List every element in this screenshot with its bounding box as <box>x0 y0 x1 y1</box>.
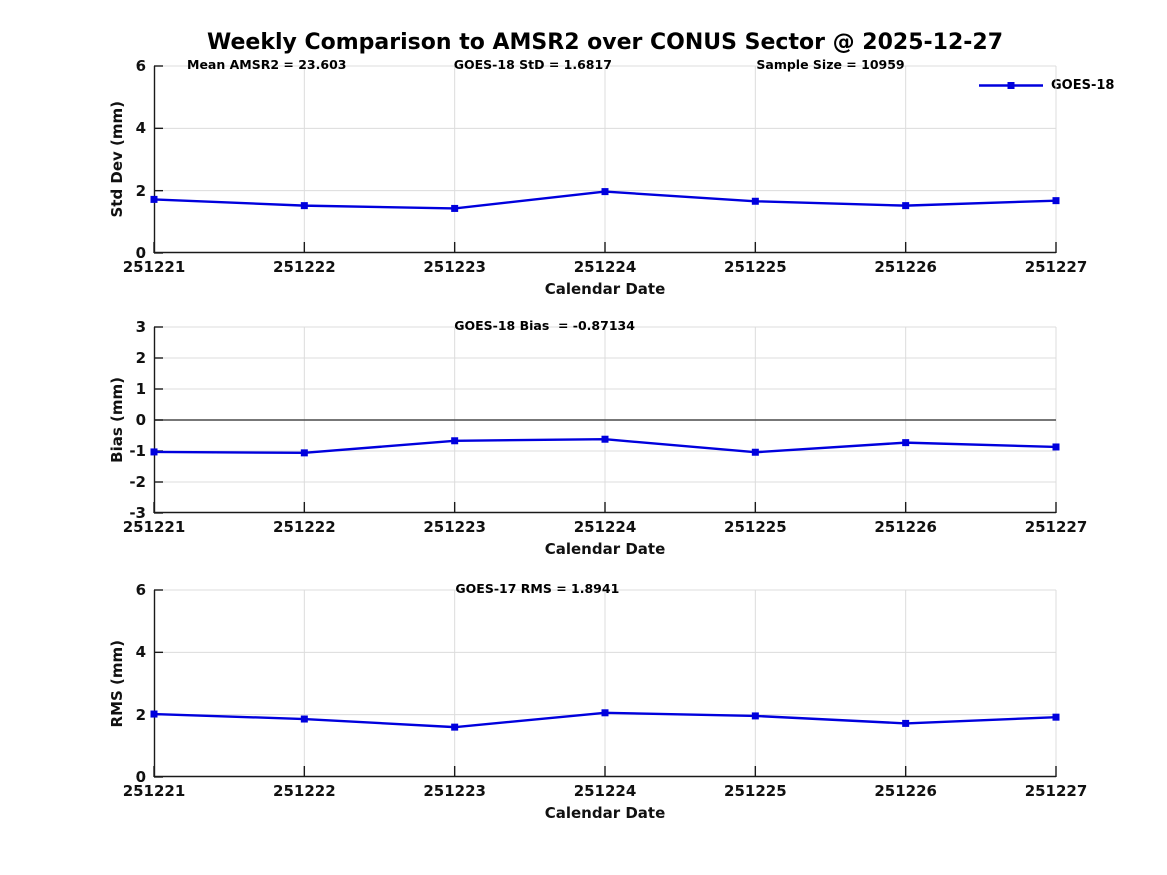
y-tick-label: 6 <box>135 57 146 75</box>
x-tick-label: 251226 <box>874 258 937 276</box>
data-point-marker <box>1052 197 1060 205</box>
y-axis-label: Std Dev (mm) <box>108 66 126 253</box>
data-point-marker <box>150 710 158 718</box>
x-axis-label: Calendar Date <box>544 804 666 822</box>
y-tick-label: 3 <box>135 318 146 336</box>
x-tick-label: 251225 <box>724 258 787 276</box>
x-tick-label: 251227 <box>1024 782 1088 800</box>
y-tick-label: 6 <box>135 581 146 599</box>
data-point-marker <box>1052 713 1060 721</box>
x-tick-label: 251226 <box>874 518 937 536</box>
y-axis-label: Bias (mm) <box>108 327 126 513</box>
rms-chart-svg <box>150 589 1060 778</box>
data-point-marker <box>902 719 910 727</box>
figure-title: Weekly Comparison to AMSR2 over CONUS Se… <box>207 30 1003 55</box>
legend-label: GOES-18 <box>1051 78 1115 93</box>
y-tick-label: 0 <box>135 244 146 262</box>
data-point-marker <box>751 712 759 720</box>
x-tick-label: 251222 <box>273 518 336 536</box>
data-point-marker <box>902 439 910 447</box>
bias-chart-svg <box>150 326 1060 514</box>
x-tick-label: 251221 <box>122 518 186 536</box>
x-tick-label: 251222 <box>273 782 336 800</box>
x-tick-label: 251226 <box>874 782 937 800</box>
data-point-marker <box>902 202 910 210</box>
x-tick-label: 251223 <box>423 782 486 800</box>
data-point-marker <box>451 723 459 731</box>
x-tick-label: 251227 <box>1024 518 1088 536</box>
data-point-marker <box>300 449 308 457</box>
x-axis-label: Calendar Date <box>544 280 666 298</box>
bias-plot: -3 -2 -1 0 1 2 3 251221 251222 251223 251224 251225… <box>108 318 1087 558</box>
stddev-plot: GOES-18 0 2 4 6 251221 251222 251223 251224 2512… <box>108 57 1114 298</box>
stat-annotation: GOES-18 Bias = -0.87134 <box>454 318 635 333</box>
y-axis-label-text: Bias (mm) <box>108 377 126 463</box>
y-tick-label: 1 <box>135 380 146 398</box>
data-point-marker <box>601 188 609 196</box>
y-tick-label: -3 <box>129 504 146 522</box>
legend-line-icon <box>979 82 1043 89</box>
x-tick-label: 251222 <box>273 258 336 276</box>
stat-annotation: Sample Size = 10959 <box>756 57 905 72</box>
x-tick-label: 251224 <box>573 518 637 536</box>
x-tick-label: 251224 <box>573 782 637 800</box>
data-point-marker <box>150 448 158 456</box>
y-tick-label: 2 <box>135 181 146 200</box>
data-point-marker <box>751 197 759 205</box>
y-tick-label: -1 <box>129 442 146 460</box>
x-tick-label: 251223 <box>423 518 486 536</box>
data-point-marker <box>451 437 459 445</box>
y-axis-label: RMS (mm) <box>108 590 126 777</box>
y-axis-label-text: RMS (mm) <box>108 639 126 728</box>
x-tick-label: 251221 <box>122 258 186 276</box>
data-point-marker <box>1052 443 1060 451</box>
stat-annotation: Mean AMSR2 = 23.603 <box>187 57 347 72</box>
data-point-marker <box>150 195 158 203</box>
stat-annotation: GOES-17 RMS = 1.8941 <box>455 581 620 596</box>
y-tick-label: 0 <box>135 411 146 429</box>
legend: GOES-18 <box>979 78 1114 93</box>
x-tick-label: 251221 <box>122 782 186 800</box>
data-point-marker <box>300 715 308 723</box>
y-tick-label: 0 <box>135 768 146 786</box>
y-tick-label: 4 <box>135 119 146 138</box>
data-point-marker <box>601 435 609 443</box>
y-tick-label: 2 <box>135 349 146 367</box>
x-axis-label: Calendar Date <box>544 540 666 558</box>
y-tick-label: 4 <box>135 643 146 662</box>
x-tick-label: 251225 <box>724 518 787 536</box>
y-axis-label-text: Std Dev (mm) <box>108 101 126 218</box>
data-point-marker <box>751 448 759 456</box>
y-tick-label: 2 <box>135 705 146 724</box>
data-point-marker <box>451 204 459 212</box>
data-point-marker <box>300 202 308 210</box>
x-tick-label: 251224 <box>573 258 637 276</box>
y-tick-label: -2 <box>129 473 146 491</box>
data-point-marker <box>601 709 609 717</box>
std-dev-chart-svg <box>150 65 1060 254</box>
rms-plot: 0 2 4 6 251221 251222 251223 251224 251225 251226… <box>108 581 1087 822</box>
stat-annotation: GOES-18 StD = 1.6817 <box>453 57 612 72</box>
x-tick-label: 251227 <box>1024 258 1088 276</box>
x-tick-label: 251225 <box>724 782 787 800</box>
x-tick-label: 251223 <box>423 258 486 276</box>
